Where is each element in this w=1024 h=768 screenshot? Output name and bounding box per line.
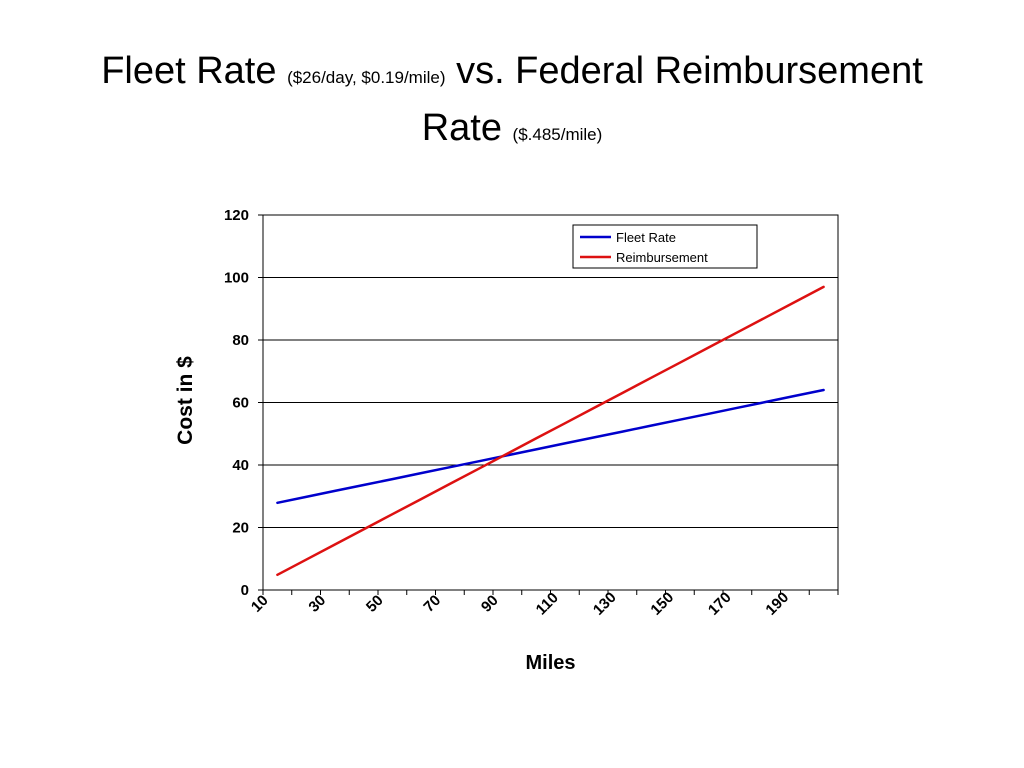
y-tick-label: 120	[224, 207, 249, 224]
title-reimbursement-detail: ($.485/mile)	[512, 125, 603, 144]
grid-lines	[263, 277, 838, 528]
x-tick-label: 70	[420, 592, 444, 616]
title-main-3: Rate	[421, 107, 502, 149]
x-tick-label: 30	[305, 592, 329, 616]
series-line-fleet-rate	[276, 388, 825, 505]
slide-title: Fleet Rate ($26/day, $0.19/mile) vs. Fed…	[40, 46, 984, 160]
y-tick-label: 20	[232, 520, 249, 537]
y-tick-label: 100	[224, 270, 249, 287]
y-tick-label: 60	[232, 395, 249, 412]
x-tick-label: 130	[590, 589, 620, 619]
title-fleet-rate-detail: ($26/day, $0.19/mile)	[287, 68, 446, 87]
y-tick-label: 40	[232, 457, 249, 474]
x-tick-label: 10	[248, 592, 272, 616]
y-tick-label: 0	[241, 582, 249, 599]
y-tick-label: 80	[232, 332, 249, 349]
x-tick-label: 170	[705, 589, 735, 619]
x-tick-label: 190	[762, 589, 792, 619]
legend-box	[572, 224, 758, 269]
x-tick-label: 150	[647, 589, 677, 619]
legend: Fleet Rate Reimbursement	[572, 224, 758, 269]
series-lines	[276, 285, 825, 577]
x-axis-title: Miles	[525, 652, 575, 674]
x-axis: 10 30 50 70 90 110 130 150 170 190	[248, 589, 839, 619]
legend-label: Fleet Rate	[616, 230, 676, 245]
title-main-2: vs. Federal Reimbursement	[456, 50, 923, 92]
x-tick-label: 110	[533, 589, 562, 618]
series-line-reimbursement	[276, 285, 825, 577]
y-axis-title: Cost in $	[174, 356, 197, 445]
y-axis: 0 20 40 60 80 100 120	[224, 207, 263, 599]
x-tick-label: 90	[478, 592, 502, 616]
title-main-1: Fleet Rate	[101, 50, 277, 92]
x-tick-label: 50	[363, 592, 387, 616]
legend-label: Reimbursement	[616, 250, 708, 265]
